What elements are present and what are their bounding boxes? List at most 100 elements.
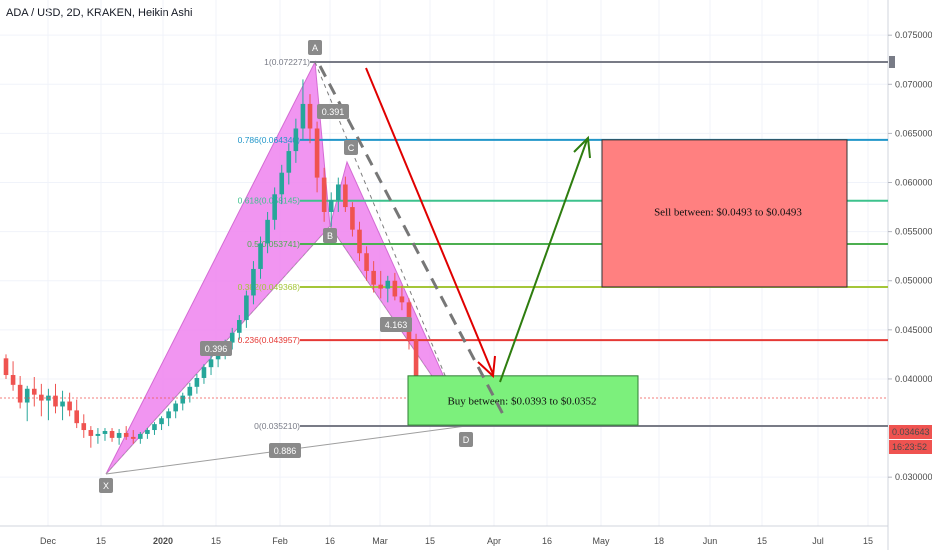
candle-body <box>123 432 129 437</box>
candle-body <box>24 388 30 403</box>
candle-body <box>159 418 164 425</box>
sell-zone-box[interactable] <box>601 139 848 288</box>
candle-body <box>229 332 235 343</box>
candle-body <box>81 423 87 431</box>
candle-body <box>251 268 256 296</box>
time-tick-label: 15 <box>425 536 435 546</box>
candle-body <box>145 430 150 434</box>
candle-body <box>335 184 341 201</box>
candle-body <box>371 270 376 285</box>
price-tick-label: 0.045000 <box>895 325 932 335</box>
candle-body <box>272 194 277 220</box>
candle-body <box>130 436 136 439</box>
fib-level-label: 0(0.035210) <box>254 421 300 431</box>
candle-body <box>208 359 214 368</box>
pattern-point-a: A <box>312 43 318 53</box>
price-tick-label: 0.075000 <box>895 30 932 40</box>
down-arrow-head <box>477 355 496 379</box>
ratio-label: 4.163 <box>385 320 408 330</box>
current-price-badge <box>889 425 932 439</box>
candle-body <box>328 200 334 212</box>
candle-body <box>244 295 249 321</box>
candle-body <box>173 403 178 412</box>
candle-body <box>53 395 58 407</box>
candle-body <box>3 358 9 376</box>
time-tick-label: Dec <box>40 536 57 546</box>
current-price-value: 0.034643 <box>892 427 930 437</box>
candle-body <box>307 103 313 129</box>
fib-level-label: 0.786(0.064340) <box>238 135 301 145</box>
candle-body <box>187 386 193 396</box>
pattern-point-badge <box>308 40 322 55</box>
time-tick-label: Feb <box>272 536 288 546</box>
candle-body <box>17 384 23 403</box>
candle-body <box>357 229 362 254</box>
xb-dashed-line <box>105 225 331 475</box>
candle-body <box>74 410 79 424</box>
countdown-value: 16:23:52 <box>892 442 927 452</box>
candle-body <box>321 177 327 212</box>
time-tick-label: Jun <box>703 536 718 546</box>
candle-body <box>413 339 419 384</box>
candle-body <box>364 253 369 271</box>
candle-body <box>385 280 391 289</box>
candle-body <box>279 172 285 195</box>
candle-body <box>67 401 72 411</box>
ratio-label: 0.391 <box>322 107 345 117</box>
fib-level-label: 1(0.072271) <box>264 57 310 67</box>
candle-body <box>102 431 108 434</box>
buy-zone-label: Buy between: $0.0393 to $0.0352 <box>447 395 596 407</box>
time-tick-label: 16 <box>542 536 552 546</box>
candle-body <box>109 431 115 438</box>
time-tick-label: 2020 <box>153 536 173 546</box>
time-tick-label: Apr <box>487 536 501 546</box>
ratio-badge <box>200 341 232 356</box>
candle-body <box>286 151 292 173</box>
candle-body <box>293 128 299 152</box>
candle-body <box>237 320 242 333</box>
pattern-point-c: C <box>348 143 355 153</box>
candle-body <box>314 128 320 178</box>
price-tick-label: 0.065000 <box>895 128 932 138</box>
candle-body <box>116 432 122 438</box>
candle-body <box>343 184 348 208</box>
fib-level-label: 0.236(0.043957) <box>238 335 301 345</box>
candle-body <box>138 433 143 439</box>
price-tick-label: 0.055000 <box>895 227 932 237</box>
price-tick-label: 0.030000 <box>895 472 932 482</box>
candle-body <box>392 280 398 297</box>
time-tick-label: May <box>592 536 610 546</box>
chart-title: ADA / USD, 2D, KRAKEN, Heikin Ashi <box>6 7 193 19</box>
candle-body <box>180 395 186 404</box>
candle-body <box>378 284 384 289</box>
pattern-point-badge <box>99 478 113 493</box>
time-tick-label: 16 <box>325 536 335 546</box>
pattern-point-x: X <box>103 481 109 491</box>
time-tick-label: 15 <box>757 536 767 546</box>
pattern-point-badge <box>459 432 473 447</box>
pattern-point-d: D <box>463 435 470 445</box>
ratio-badge <box>380 317 412 332</box>
time-tick-label: 15 <box>96 536 106 546</box>
candle-body <box>350 207 355 230</box>
countdown-badge <box>889 440 932 454</box>
buy-zone-box[interactable] <box>407 375 639 426</box>
time-tick-label: Mar <box>372 536 388 546</box>
price-tick-label: 0.060000 <box>895 178 932 188</box>
fib-level-label: 0.618(0.058145) <box>238 196 301 206</box>
candle-body <box>265 219 270 244</box>
projection-dashed-line <box>318 65 508 421</box>
time-tick-label: Jul <box>812 536 824 546</box>
up-arrow-head <box>573 135 591 159</box>
candle-body <box>166 411 171 419</box>
pattern-point-badge <box>323 228 337 243</box>
time-tick-label: 15 <box>211 536 221 546</box>
time-tick-label: 18 <box>654 536 664 546</box>
up-arrow-line <box>499 139 588 383</box>
sell-zone-label: Sell between: $0.0493 to $0.0493 <box>654 206 802 218</box>
candle-body <box>258 243 263 269</box>
candle-body <box>95 433 101 436</box>
pattern-point-b: B <box>327 231 333 241</box>
